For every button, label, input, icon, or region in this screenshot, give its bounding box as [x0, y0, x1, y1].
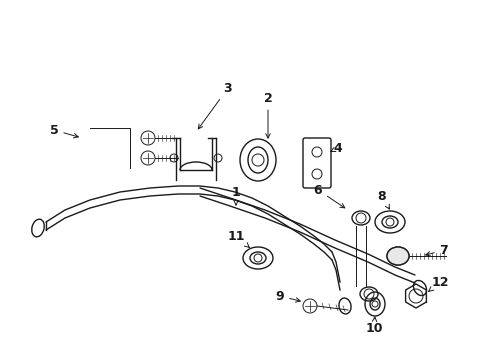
Text: 7: 7: [425, 243, 447, 256]
Text: 12: 12: [428, 275, 448, 292]
Text: 3: 3: [198, 81, 232, 129]
Text: 1: 1: [231, 185, 240, 205]
Text: 2: 2: [263, 91, 272, 138]
Text: 9: 9: [275, 289, 300, 302]
Text: 4: 4: [330, 141, 342, 154]
Text: 8: 8: [377, 189, 388, 209]
Text: 11: 11: [227, 230, 249, 247]
Ellipse shape: [386, 247, 408, 265]
Text: 5: 5: [49, 123, 78, 138]
Text: 6: 6: [313, 184, 344, 208]
Text: 10: 10: [365, 317, 382, 334]
